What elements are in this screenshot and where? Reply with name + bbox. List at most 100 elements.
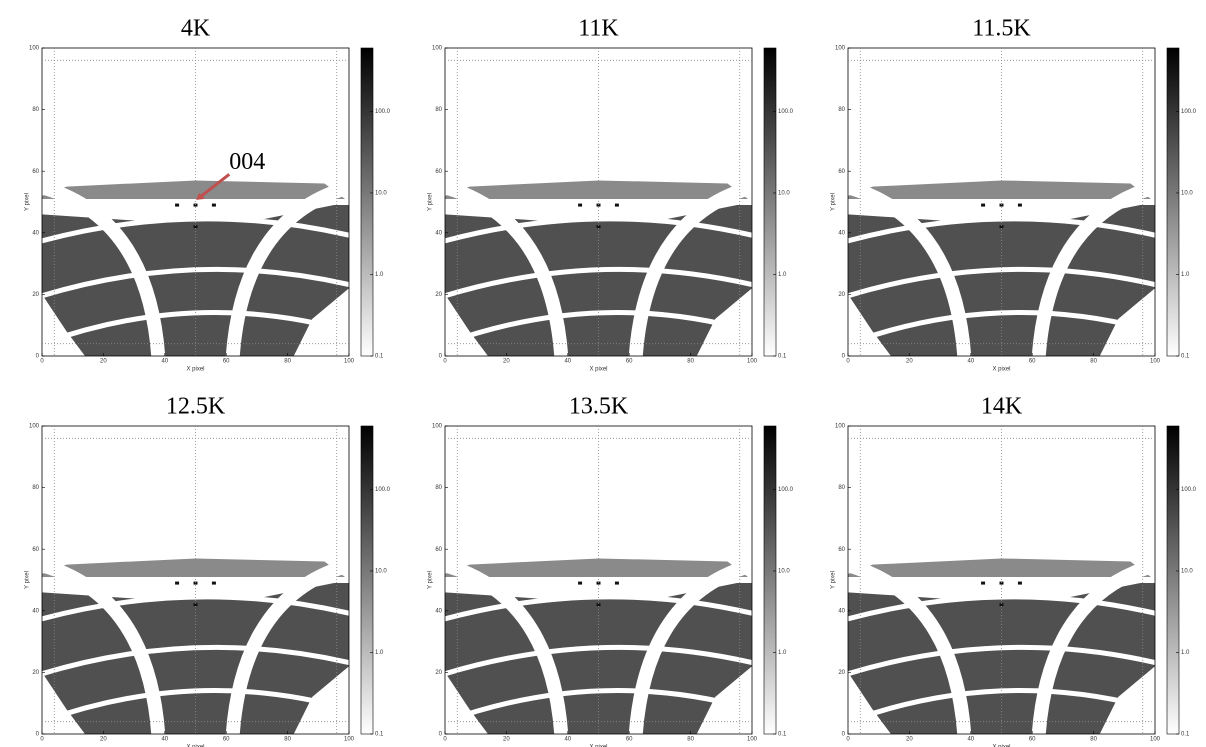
colorbar-tick-label: 10.0: [1181, 191, 1193, 197]
x-tick-label: 20: [503, 359, 510, 365]
y-tick-label: 60: [838, 547, 845, 553]
colorbar-tick-label: 100.0: [778, 487, 794, 493]
x-tick-label: 80: [1090, 737, 1097, 743]
y-tick-label: 100: [432, 46, 443, 52]
y-tick-label: 60: [435, 169, 442, 175]
x-tick-label: 40: [161, 737, 168, 743]
panel: 14K020406080100020406080100X pixelY pixe…: [831, 394, 1197, 747]
y-tick-label: 80: [32, 107, 39, 113]
colorbar-tick-label: 10.0: [375, 191, 387, 197]
y-tick-label: 20: [435, 292, 442, 298]
peak: [615, 204, 619, 207]
x-axis-label: X pixel: [589, 367, 607, 373]
x-tick-label: 80: [284, 359, 291, 365]
y-axis-label: Y pixel: [831, 193, 837, 211]
x-tick-label: 20: [906, 359, 913, 365]
y-tick-label: 80: [838, 107, 845, 113]
y-tick-label: 20: [838, 670, 845, 676]
y-tick-label: 60: [838, 169, 845, 175]
x-tick-label: 0: [846, 359, 850, 365]
x-tick-label: 80: [1090, 359, 1097, 365]
colorbar-tick-label: 10.0: [778, 191, 790, 197]
y-axis-label: Y pixel: [428, 571, 434, 589]
x-tick-label: 100: [344, 737, 355, 743]
colorbar-tick-label: 1.0: [375, 272, 384, 278]
colorbar-tick-label: 0.1: [778, 732, 787, 738]
y-tick-label: 40: [32, 230, 39, 236]
y-tick-label: 100: [29, 424, 40, 430]
y-tick-label: 0: [842, 354, 846, 360]
x-tick-label: 60: [1029, 737, 1036, 743]
colorbar-tick-label: 1.0: [1181, 650, 1190, 656]
x-tick-label: 80: [687, 359, 694, 365]
y-tick-label: 80: [838, 485, 845, 491]
peak: [615, 582, 619, 585]
y-tick-label: 60: [435, 547, 442, 553]
colorbar: [764, 48, 776, 356]
y-tick-label: 0: [842, 732, 846, 738]
y-tick-label: 0: [36, 354, 40, 360]
peak: [212, 582, 216, 585]
x-tick-label: 20: [906, 737, 913, 743]
y-tick-label: 20: [32, 292, 39, 298]
colorbar-tick-label: 100.0: [1181, 109, 1197, 115]
peak: [578, 204, 582, 207]
y-axis-label: Y pixel: [831, 571, 837, 589]
y-tick-label: 100: [835, 424, 846, 430]
y-axis-label: Y pixel: [25, 571, 31, 589]
y-tick-label: 100: [432, 424, 443, 430]
y-tick-label: 0: [36, 732, 40, 738]
chart-title: 11K: [578, 16, 619, 42]
x-tick-label: 100: [344, 359, 355, 365]
colorbar-tick-label: 100.0: [1181, 487, 1197, 493]
figure: 4K020406080100020406080100X pixelY pixel…: [0, 0, 1206, 747]
colorbar: [361, 426, 373, 734]
x-tick-label: 20: [100, 737, 107, 743]
peak: [212, 204, 216, 207]
x-tick-label: 80: [687, 737, 694, 743]
colorbar-tick-label: 0.1: [1181, 732, 1190, 738]
x-tick-label: 0: [443, 359, 447, 365]
x-tick-label: 60: [626, 359, 633, 365]
x-tick-label: 20: [503, 737, 510, 743]
colorbar: [1167, 426, 1179, 734]
colorbar-tick-label: 10.0: [778, 569, 790, 575]
x-tick-label: 20: [100, 359, 107, 365]
y-tick-label: 20: [435, 670, 442, 676]
y-tick-label: 60: [32, 547, 39, 553]
x-tick-label: 100: [1150, 737, 1161, 743]
x-tick-label: 100: [1150, 359, 1161, 365]
x-tick-label: 40: [161, 359, 168, 365]
x-tick-label: 100: [747, 359, 758, 365]
x-axis-label: X pixel: [992, 367, 1010, 373]
y-axis-label: Y pixel: [25, 193, 31, 211]
x-tick-label: 40: [564, 737, 571, 743]
y-tick-label: 40: [838, 230, 845, 236]
x-tick-label: 0: [40, 359, 44, 365]
page: 4K020406080100020406080100X pixelY pixel…: [0, 0, 1206, 747]
colorbar-tick-label: 1.0: [375, 650, 384, 656]
chart-title: 14K: [981, 394, 1023, 420]
colorbar-tick-label: 1.0: [778, 272, 787, 278]
y-tick-label: 0: [439, 732, 443, 738]
colorbar-tick-label: 0.1: [375, 732, 384, 738]
colorbar: [764, 426, 776, 734]
y-tick-label: 0: [439, 354, 443, 360]
colorbar-tick-label: 0.1: [375, 354, 384, 360]
x-axis-label: X pixel: [186, 367, 204, 373]
y-tick-label: 100: [835, 46, 846, 52]
peak: [175, 204, 179, 207]
x-tick-label: 100: [747, 737, 758, 743]
y-tick-label: 40: [435, 608, 442, 614]
peak: [175, 582, 179, 585]
colorbar-tick-label: 0.1: [1181, 354, 1190, 360]
chart-title: 12.5K: [166, 394, 226, 420]
x-tick-label: 40: [564, 359, 571, 365]
colorbar-tick-label: 1.0: [1181, 272, 1190, 278]
colorbar-tick-label: 100.0: [778, 109, 794, 115]
x-tick-label: 0: [846, 737, 850, 743]
y-tick-label: 20: [838, 292, 845, 298]
